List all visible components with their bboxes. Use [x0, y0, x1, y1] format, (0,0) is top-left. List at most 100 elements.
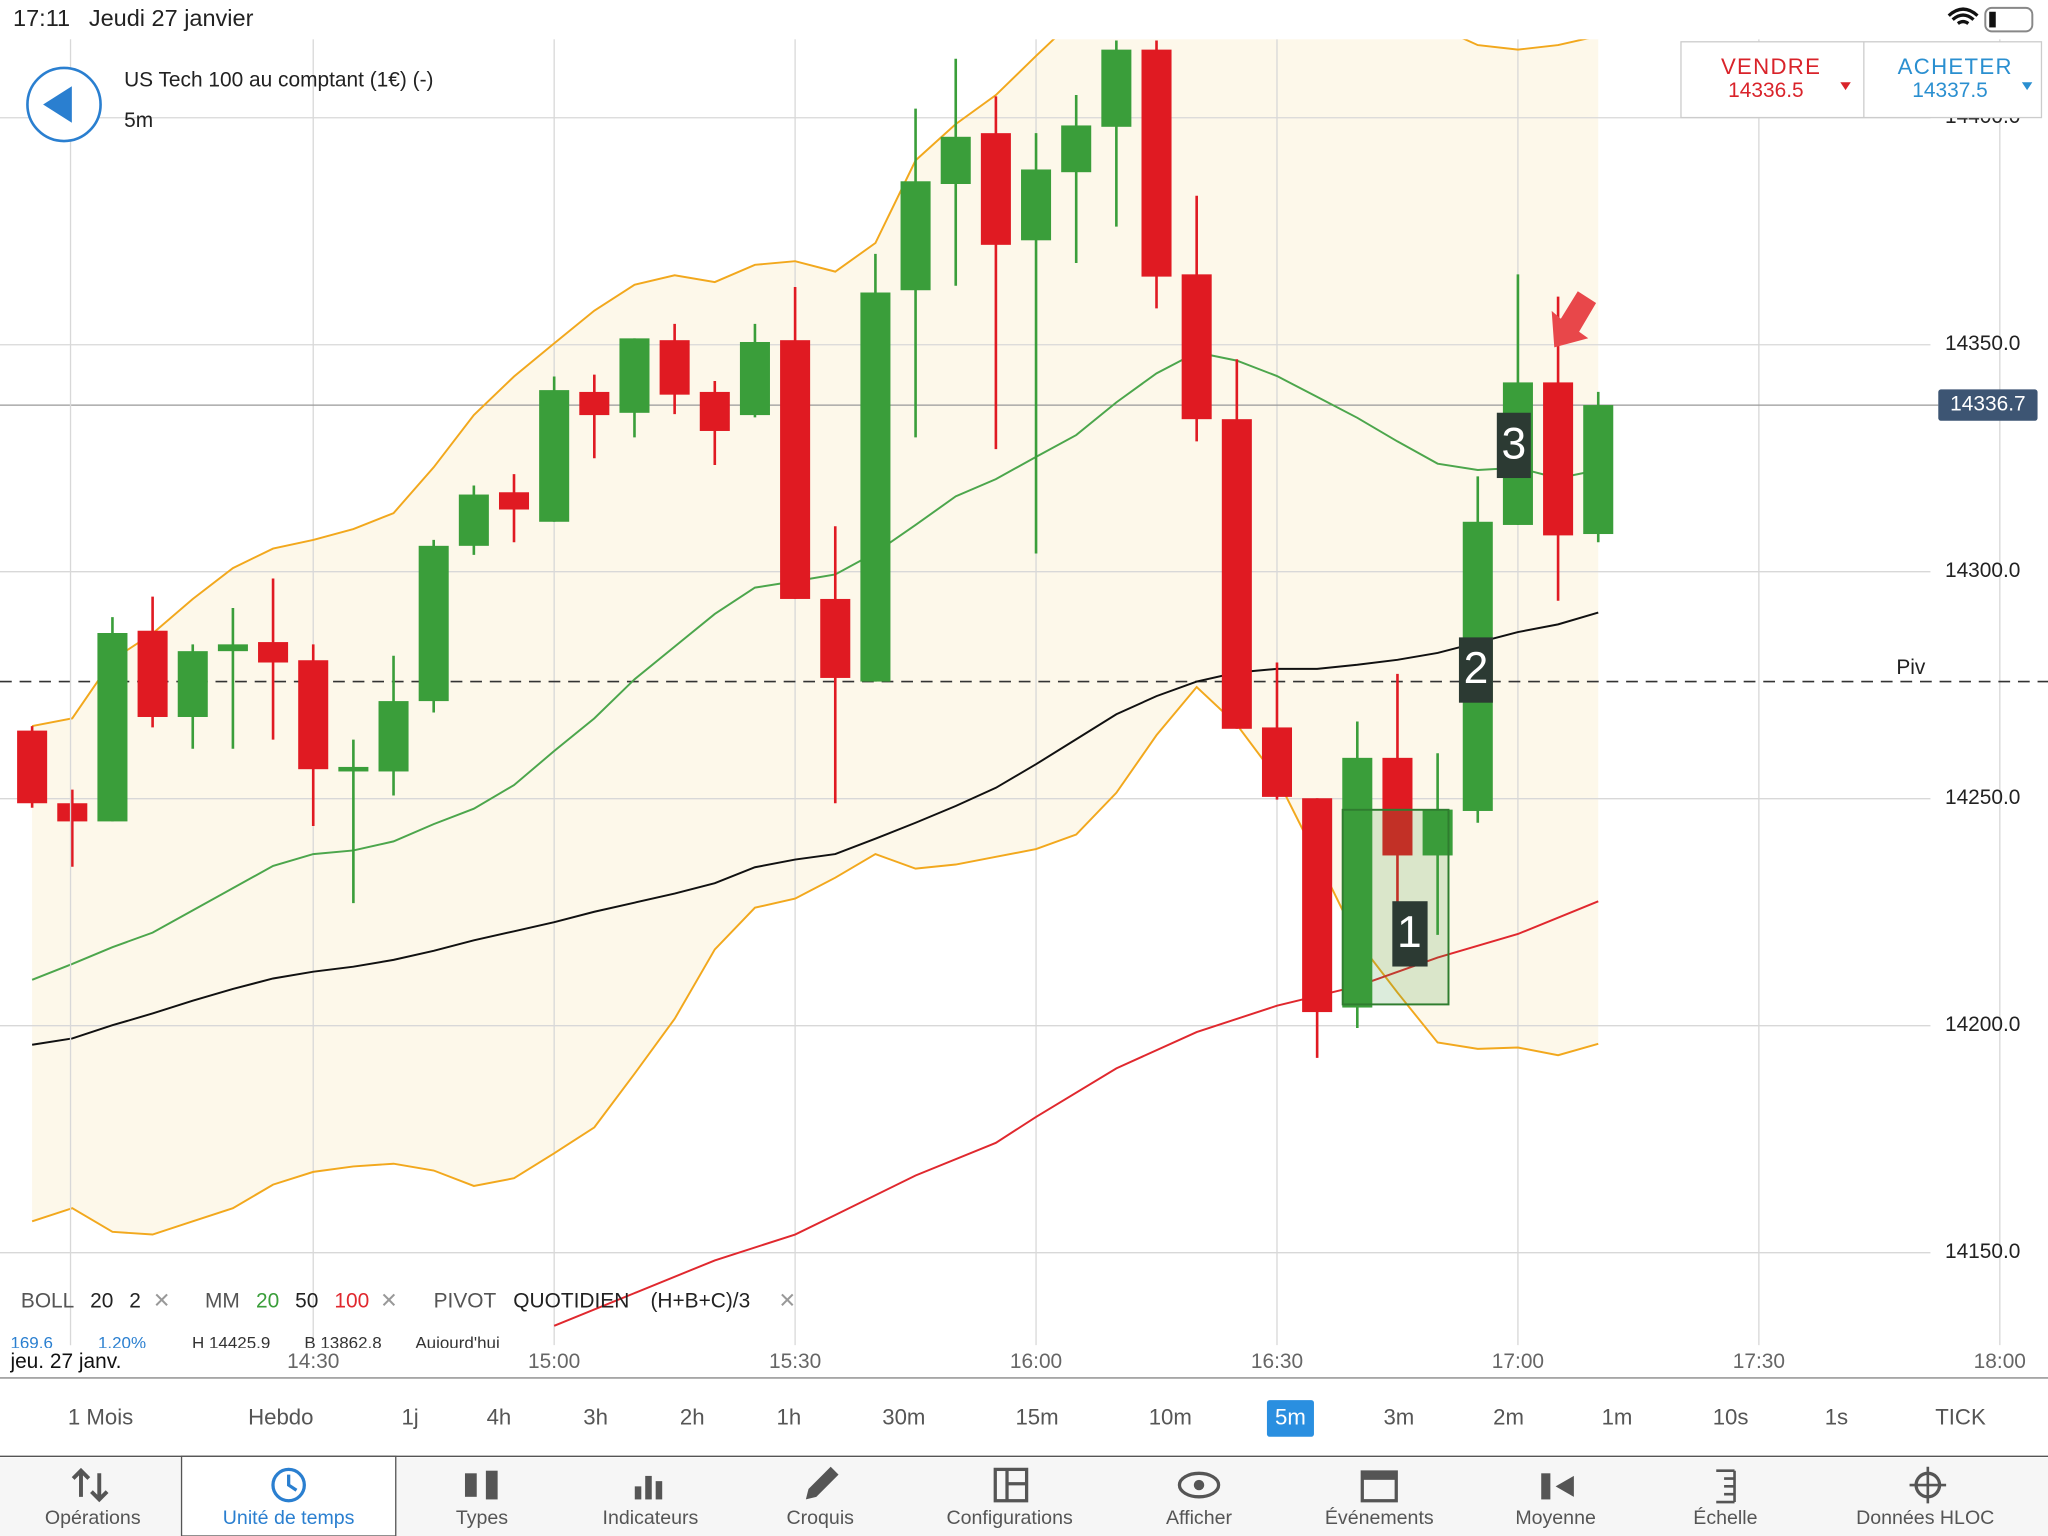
y-tick-label: 14150.0 — [1945, 1240, 2020, 1263]
timeframe-option[interactable]: 4h — [487, 1404, 512, 1429]
candle-body — [17, 730, 48, 804]
x-tick-label: 17:30 — [1733, 1350, 1785, 1373]
y-tick-label: 14300.0 — [1945, 559, 2020, 582]
x-tick-label: 17:00 — [1492, 1350, 1544, 1373]
candle-body — [579, 391, 610, 416]
pivot-label: Piv — [1896, 656, 1926, 679]
overlay-line — [31, 351, 1599, 981]
toolbar-item[interactable]: Moyenne — [1515, 1507, 1596, 1529]
icon-time — [271, 1467, 306, 1503]
stat: Aujourd'hui — [415, 1333, 499, 1352]
toolbar-item[interactable]: Opérations — [45, 1507, 141, 1529]
timeframe-option[interactable]: 2h — [680, 1404, 705, 1429]
timeframe-option[interactable]: 1s — [1825, 1404, 1848, 1429]
icon-configurations — [993, 1467, 1029, 1503]
timeframe-option[interactable]: 1 Mois — [68, 1404, 133, 1429]
x-tick-label: 16:30 — [1251, 1350, 1303, 1373]
toolbar-item[interactable]: Échelle — [1693, 1506, 1757, 1529]
candle-body — [739, 341, 770, 416]
timeframe-option[interactable]: 30m — [882, 1404, 925, 1429]
arrow-annotation — [1551, 291, 1597, 348]
remove-indicator[interactable]: ✕ — [153, 1290, 171, 1313]
candle-body — [900, 181, 931, 291]
candle-body — [1302, 798, 1333, 1013]
remove-indicator[interactable]: ✕ — [380, 1290, 398, 1313]
marker-label: 1 — [1397, 908, 1422, 957]
indicator-name: MM — [205, 1290, 240, 1313]
toolbar-item[interactable]: Données HLOC — [1856, 1507, 1994, 1529]
overlay-line — [31, 39, 1589, 728]
icon-configurations — [1005, 1469, 1027, 1501]
buy-button[interactable]: ACHETER 14337.5 — [1898, 54, 2033, 102]
x-tick-label: 15:30 — [769, 1350, 821, 1373]
icon-scale — [1716, 1469, 1736, 1504]
icon-display — [1177, 1471, 1221, 1499]
icon-sketch — [805, 1466, 839, 1500]
timeframe-option[interactable]: 3h — [583, 1404, 608, 1429]
candle-body — [1221, 419, 1252, 729]
instrument-timeframe: 5m — [124, 109, 153, 132]
toolbar-item[interactable]: Événements — [1325, 1506, 1434, 1529]
toolbar-icons — [71, 1466, 1947, 1504]
timeframe-option[interactable]: 10s — [1713, 1404, 1749, 1429]
status-time: 17:11 — [13, 5, 70, 31]
timeframe-option[interactable]: 10m — [1149, 1404, 1192, 1429]
indicator-param: QUOTIDIEN — [513, 1290, 629, 1313]
toolbar-item[interactable]: Configurations — [947, 1507, 1073, 1529]
toolbar-item[interactable]: Unité de temps — [223, 1507, 355, 1529]
icon-indicators — [655, 1481, 663, 1500]
toolbar-item[interactable]: Afficher — [1166, 1507, 1232, 1529]
candle-body — [1261, 727, 1293, 797]
toolbar-item[interactable]: Indicateurs — [603, 1507, 699, 1529]
timeframe-option[interactable]: TICK — [1935, 1404, 1986, 1429]
overlay-line — [31, 685, 1599, 1236]
timeframe-option[interactable]: 1h — [777, 1404, 802, 1429]
wifi-icon — [1947, 7, 1979, 25]
candle-body — [137, 630, 168, 717]
timeframe-option[interactable]: 15m — [1015, 1404, 1058, 1429]
candle-body — [1101, 49, 1132, 127]
sell-button[interactable]: VENDRE 14336.5 — [1721, 54, 1851, 102]
icon-types — [485, 1470, 498, 1500]
candle-body — [97, 632, 128, 822]
candle-body — [1181, 274, 1212, 420]
toolbar-item[interactable]: Types — [456, 1507, 508, 1529]
trade-box — [1680, 41, 2043, 119]
candle-body — [1543, 382, 1574, 536]
icon-average — [1555, 1475, 1574, 1497]
icon-types — [464, 1473, 477, 1497]
timeframe-option[interactable]: Hebdo — [248, 1404, 313, 1429]
candle-body — [57, 803, 88, 822]
icon-average — [1541, 1473, 1551, 1500]
indicator-param: (H+B+C)/3 — [650, 1290, 750, 1313]
stat: 1.20% — [98, 1333, 146, 1352]
overlay-line — [553, 900, 1599, 1327]
timeframe-option[interactable]: 1j — [401, 1404, 418, 1429]
candle-body — [699, 391, 730, 431]
candle-body — [980, 133, 1011, 245]
timeframe-selected — [1266, 1400, 1314, 1437]
icon-display — [1193, 1479, 1205, 1491]
timeframe-option[interactable]: 5m — [1275, 1404, 1306, 1429]
indicator-param: 50 — [295, 1290, 318, 1313]
overlay-line — [31, 611, 1599, 1046]
candle-body — [1342, 757, 1373, 1008]
toolbar-item[interactable]: Croquis — [787, 1507, 855, 1529]
remove-indicator[interactable]: ✕ — [778, 1290, 796, 1313]
chart-overlay: 14150.014200.014250.014300.014350.014400… — [1896, 105, 2038, 1263]
candle-body — [1141, 49, 1172, 277]
x-tick-label: 14:30 — [287, 1350, 339, 1373]
indicator-param: 20 — [256, 1290, 279, 1313]
battery-icon — [1984, 6, 2034, 33]
timeframe-option[interactable]: 1m — [1602, 1404, 1633, 1429]
instrument-name: US Tech 100 au comptant (1€) (-) — [124, 68, 433, 91]
candle-body — [418, 545, 449, 702]
x-axis: 14:30 15:00 15:30 16:00 16:30 17:00 17:30 18:00 — [287, 1350, 2026, 1373]
icon-events — [1362, 1472, 1397, 1480]
candle-body — [217, 644, 248, 652]
timeframe-bar: 1 Mois Hebdo 1j 4h 3h 2h 1h 30m 15m 10m 5m 3m 2m 1m 10… — [68, 1400, 1986, 1437]
icon-indicators — [645, 1475, 652, 1500]
timeframe-option[interactable]: 2m — [1493, 1404, 1524, 1429]
candle-body — [177, 651, 208, 717]
timeframe-option[interactable]: 3m — [1383, 1404, 1414, 1429]
